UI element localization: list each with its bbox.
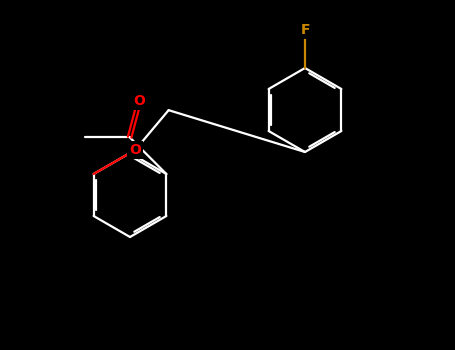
Text: O: O <box>133 93 146 107</box>
Text: O: O <box>129 143 141 157</box>
Text: F: F <box>300 23 310 37</box>
